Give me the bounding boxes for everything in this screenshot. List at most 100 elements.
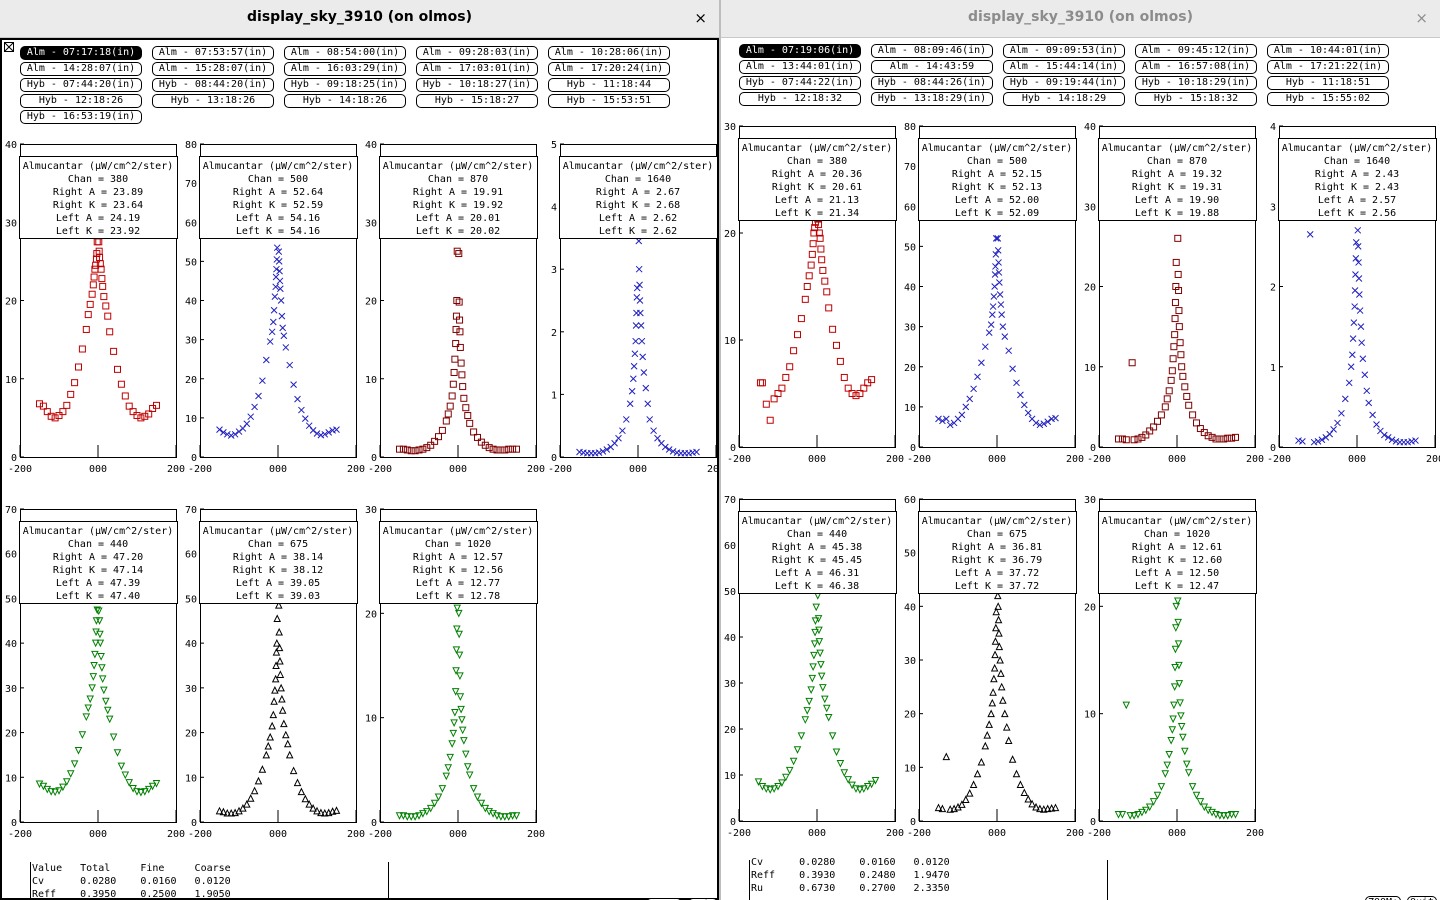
scan-button[interactable]: Alm - 07:19:06(in) (739, 44, 861, 58)
plot-frame (380, 509, 537, 823)
data-point (67, 390, 75, 398)
y-tick-label: 60 (185, 218, 197, 229)
data-point (106, 328, 114, 336)
scan-button[interactable]: Hyb - 12:18:26 (20, 94, 142, 108)
data-point (856, 786, 864, 794)
data-point (1012, 769, 1021, 778)
data-point (95, 617, 104, 625)
data-point (628, 387, 636, 395)
scan-button[interactable]: Alm - 09:09:53(in) (1003, 44, 1125, 58)
data-point (995, 629, 1003, 637)
chart-panel: 0 10 20 30 40 50 60 70 -200 000 200 Almucantar (µW/… (185, 505, 365, 840)
scan-button[interactable]: Hyb - 10:18:27(in) (416, 78, 538, 92)
data-point (477, 799, 486, 808)
data-point (251, 403, 258, 411)
scan-button[interactable]: Alm - 16:03:29(in) (284, 62, 406, 76)
close-icon[interactable]: × (694, 9, 707, 27)
scan-button[interactable]: Alm - 15:28:07(in) (152, 62, 274, 76)
scan-button[interactable]: Alm - 08:54:00(in) (284, 46, 406, 60)
data-point (282, 344, 290, 351)
scan-button[interactable]: Hyb - 15:53:51 (548, 94, 670, 108)
scan-button[interactable]: Alm - 09:45:12(in) (1135, 44, 1257, 58)
data-point (997, 301, 1005, 308)
scan-button[interactable]: Hyb - 08:44:26(in) (871, 76, 993, 90)
divider (388, 862, 389, 900)
zoom-in-button[interactable]: ZOOM+ (1365, 896, 1402, 900)
scan-button[interactable]: Alm - 09:28:03(in) (416, 46, 538, 60)
scan-button[interactable]: Hyb - 07:44:20(in) (20, 78, 142, 92)
legend-line: Left K = 21.34 (775, 208, 859, 219)
scan-button[interactable]: Hyb - 12:18:32 (739, 92, 861, 106)
scan-button[interactable]: Hyb - 07:44:22(in) (739, 76, 861, 90)
data-point (140, 788, 149, 796)
data-point (332, 806, 341, 814)
scan-button[interactable]: Hyb - 15:55:02 (1267, 92, 1389, 106)
data-point (36, 400, 43, 408)
scan-button[interactable]: Alm - 10:28:06(in) (548, 46, 670, 60)
scan-button[interactable]: Hyb - 13:18:29(in) (871, 92, 993, 106)
scan-button[interactable]: Alm - 08:09:46(in) (871, 44, 993, 58)
scan-button[interactable]: Hyb - 11:18:51 (1267, 76, 1389, 90)
legend-line: Chan = 500 (967, 156, 1027, 167)
data-point (74, 746, 83, 755)
title-bar[interactable]: display_sky_3910 (on olmos) × (0, 0, 719, 38)
data-point (125, 779, 134, 787)
data-point (812, 603, 821, 612)
scan-button[interactable]: Alm - 16:57:08(in) (1135, 60, 1257, 74)
scan-button[interactable]: Hyb - 15:18:27 (416, 94, 538, 108)
scan-button[interactable]: Hyb - 11:18:44 (548, 78, 670, 92)
title-bar[interactable]: display_sky_3910 (on olmos) × (721, 0, 1440, 38)
scan-button[interactable]: Alm - 14:28:07(in) (20, 62, 142, 76)
data-point (275, 643, 284, 652)
y-tick-label: 70 (724, 495, 736, 506)
scan-button[interactable]: Hyb - 09:19:44(in) (1003, 76, 1125, 90)
data-point (448, 392, 456, 400)
data-point (1115, 435, 1122, 443)
data-point (1169, 715, 1177, 724)
legend-line: Left A = 2.62 (599, 213, 677, 224)
corner-close-icon[interactable] (4, 42, 14, 52)
legend-line: Right A = 38.14 (233, 552, 323, 563)
scan-button[interactable]: Alm - 17:20:24(in) (548, 62, 670, 76)
quit-button[interactable]: Quit (1407, 896, 1438, 900)
data-point (810, 651, 818, 660)
data-point (448, 740, 456, 748)
scan-button[interactable]: Alm - 17:03:01(in) (416, 62, 538, 76)
scan-button[interactable]: Alm - 15:44:14(in) (1003, 60, 1125, 74)
data-point (988, 311, 996, 318)
scan-button[interactable]: Alm - 07:53:57(in) (152, 46, 274, 60)
legend-line: Left K = 2.62 (599, 226, 677, 237)
data-point (1232, 433, 1239, 441)
scan-button[interactable]: Hyb - 08:44:20(in) (152, 78, 274, 92)
data-point (938, 804, 947, 813)
data-point (992, 263, 999, 270)
scan-button[interactable]: Alm - 07:17:18(in) (20, 46, 142, 60)
scan-button[interactable]: Alm - 17:21:22(in) (1267, 60, 1389, 74)
data-point (1330, 425, 1337, 433)
data-point (1000, 709, 1009, 718)
scan-button[interactable]: Hyb - 13:18:26 (152, 94, 274, 108)
scan-button[interactable]: Hyb - 16:53:19(in) (20, 110, 142, 124)
scan-button[interactable]: Alm - 13:44:01(in) (739, 60, 861, 74)
data-point (991, 271, 999, 278)
data-point (859, 785, 868, 793)
data-point (451, 355, 459, 363)
data-point (239, 425, 247, 432)
data-point (1356, 307, 1364, 314)
scan-button[interactable]: Hyb - 15:18:32 (1135, 92, 1257, 106)
data-point (43, 408, 51, 416)
scan-button[interactable]: Alm - 10:44:01(in) (1267, 44, 1389, 58)
scan-button[interactable]: Hyb - 10:18:29(in) (1135, 76, 1257, 90)
scan-button[interactable]: Hyb - 14:18:29 (1003, 92, 1125, 106)
data-point (1051, 803, 1060, 812)
scan-button[interactable]: Alm - 14:43:59 (871, 60, 993, 74)
close-icon[interactable]: × (1415, 9, 1428, 27)
legend-box (1278, 138, 1437, 221)
data-point (407, 447, 415, 455)
legend-line: Chan = 675 (967, 529, 1027, 540)
scan-button[interactable]: Hyb - 14:18:26 (284, 94, 406, 108)
data-series (1114, 597, 1240, 820)
data-point (243, 420, 251, 428)
scan-button[interactable]: Hyb - 09:18:25(in) (284, 78, 406, 92)
legend-line: Almucantar (µW/cm^2/ster) (563, 161, 714, 172)
